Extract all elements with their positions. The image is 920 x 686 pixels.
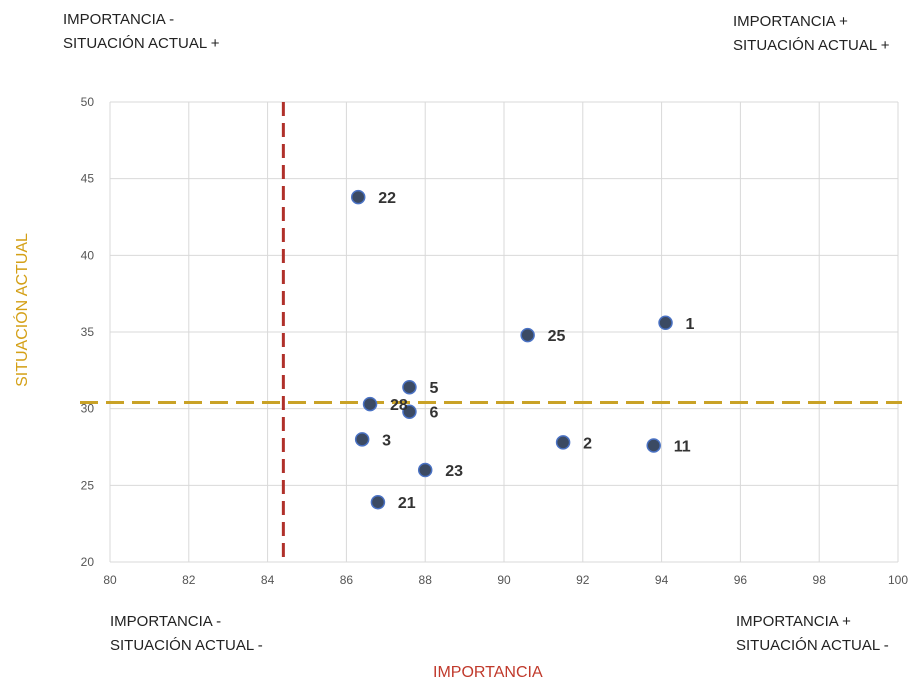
x-tick-label: 94 — [655, 573, 669, 587]
data-label: 25 — [548, 328, 566, 345]
data-label: 28 — [390, 397, 408, 414]
x-axis-title: IMPORTANCIA — [433, 664, 543, 681]
x-tick-label: 96 — [734, 573, 748, 587]
quadrant-label-top-right: IMPORTANCIA + SITUACIÓN ACTUAL + — [733, 10, 890, 58]
data-label: 1 — [686, 316, 695, 333]
data-point — [402, 379, 417, 395]
data-label: 5 — [429, 380, 438, 397]
y-tick-label: 50 — [81, 95, 95, 109]
data-label: 6 — [429, 405, 438, 422]
quadrant-line: SITUACIÓN ACTUAL - — [110, 637, 263, 654]
x-tick-label: 84 — [261, 573, 275, 587]
data-label: 23 — [445, 463, 463, 480]
data-label: 21 — [398, 495, 416, 512]
data-point — [354, 432, 370, 447]
quadrant-line: IMPORTANCIA - — [110, 613, 222, 630]
y-axis-title: SITUACIÓN ACTUAL — [14, 233, 31, 387]
data-point — [555, 435, 571, 450]
y-tick-label: 20 — [81, 555, 95, 569]
data-label: 2 — [583, 435, 592, 452]
data-point — [658, 315, 673, 331]
y-tick-label: 40 — [81, 248, 95, 262]
y-tick-label: 30 — [81, 402, 95, 416]
data-point — [362, 396, 378, 412]
x-tick-label: 100 — [888, 573, 908, 587]
data-label: 11 — [674, 438, 691, 455]
data-point — [417, 462, 433, 478]
quadrant-line: SITUACIÓN ACTUAL + — [63, 35, 220, 52]
quadrant-line: IMPORTANCIA + — [736, 613, 851, 630]
y-tick-label: 25 — [81, 478, 95, 492]
data-point — [520, 327, 535, 343]
scatter-chart: 80 82 84 86 88 90 92 94 96 98 10020253035404550123… — [80, 95, 908, 587]
x-tick-label: 92 — [576, 573, 590, 587]
y-tick-label: 35 — [81, 325, 95, 339]
data-label: 3 — [382, 432, 391, 449]
quadrant-line: SITUACIÓN ACTUAL + — [733, 37, 890, 54]
quadrant-line: SITUACIÓN ACTUAL - — [736, 637, 889, 654]
quadrant-label-bottom-left: IMPORTANCIA - SITUACIÓN ACTUAL - — [110, 610, 263, 658]
quadrant-line: IMPORTANCIA - — [63, 11, 175, 28]
x-tick-label: 90 — [497, 573, 511, 587]
quadrant-label-top-left: IMPORTANCIA - SITUACIÓN ACTUAL + — [63, 8, 220, 56]
y-tick-label: 45 — [81, 172, 95, 186]
quadrant-label-bottom-right: IMPORTANCIA + SITUACIÓN ACTUAL - — [736, 610, 889, 658]
x-tick-label: 88 — [419, 573, 433, 587]
data-point — [350, 189, 366, 205]
data-point — [370, 494, 386, 510]
x-tick-label: 80 — [103, 573, 117, 587]
data-point — [402, 404, 417, 419]
data-label: 22 — [378, 190, 396, 207]
x-tick-label: 82 — [182, 573, 196, 587]
quadrant-line: IMPORTANCIA + — [733, 13, 848, 30]
x-tick-label: 86 — [340, 573, 354, 587]
x-tick-label: 98 — [813, 573, 827, 587]
data-point — [646, 438, 661, 453]
